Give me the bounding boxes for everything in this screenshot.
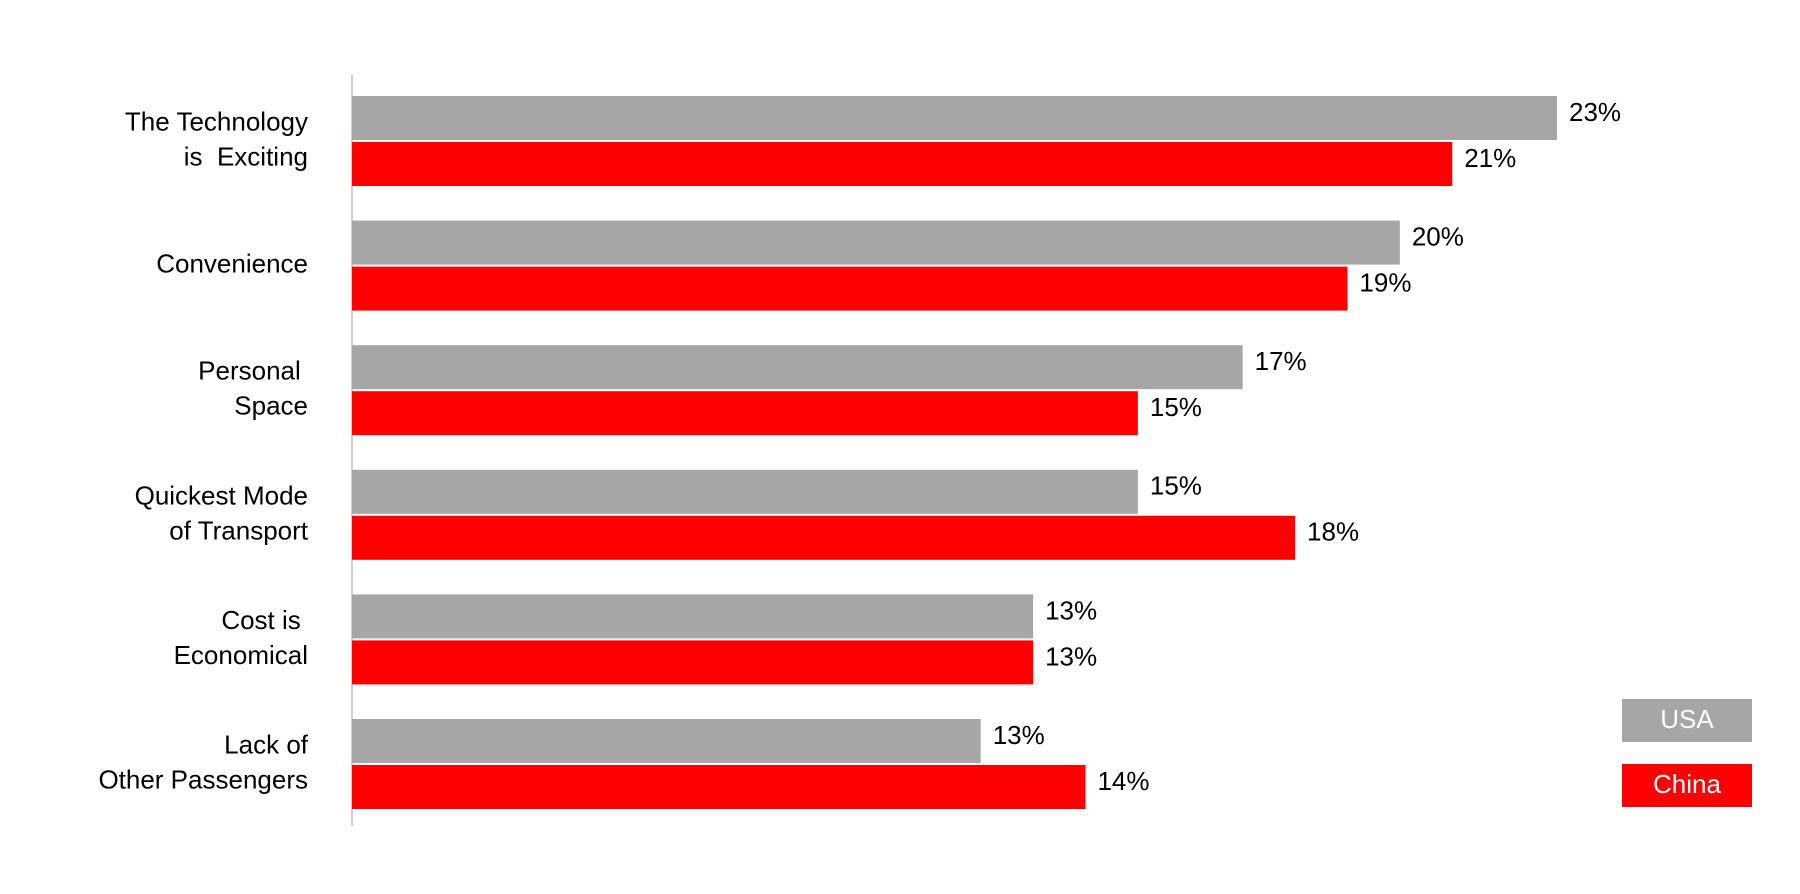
value-label: 20% [1412,221,1464,251]
legend-label: China [1653,769,1721,799]
bar [352,96,1557,140]
value-label: 13% [1045,595,1097,625]
category-label: Personal Space [198,356,308,421]
bar [352,220,1400,265]
legend-swatch [1622,764,1752,807]
category-label: Cost is Economical [174,605,308,670]
bar [352,142,1453,186]
value-label: 13% [1045,641,1097,671]
bar [352,594,1034,639]
bar [352,640,1034,685]
value-label: 18% [1307,517,1359,547]
bar [352,515,1296,560]
value-label: 17% [1255,346,1307,376]
category-label: Lack of Other Passengers [98,729,308,794]
value-label: 14% [1097,766,1149,796]
bar [352,345,1243,390]
value-label: 23% [1569,97,1621,127]
category-label: Convenience [156,248,308,278]
value-label: 19% [1359,267,1411,297]
category-label: The Technology is Exciting [125,106,308,171]
legend-swatch [1622,699,1752,742]
bar [352,266,1348,311]
bar [352,719,981,763]
bar [352,469,1138,514]
bar [352,391,1138,436]
category-label: Quickest Mode of Transport [135,480,309,545]
value-label: 21% [1464,143,1516,173]
value-label: 15% [1150,392,1202,422]
legend-label: USA [1660,704,1714,734]
value-label: 13% [993,720,1045,750]
bar [352,765,1086,809]
value-label: 15% [1150,471,1202,501]
